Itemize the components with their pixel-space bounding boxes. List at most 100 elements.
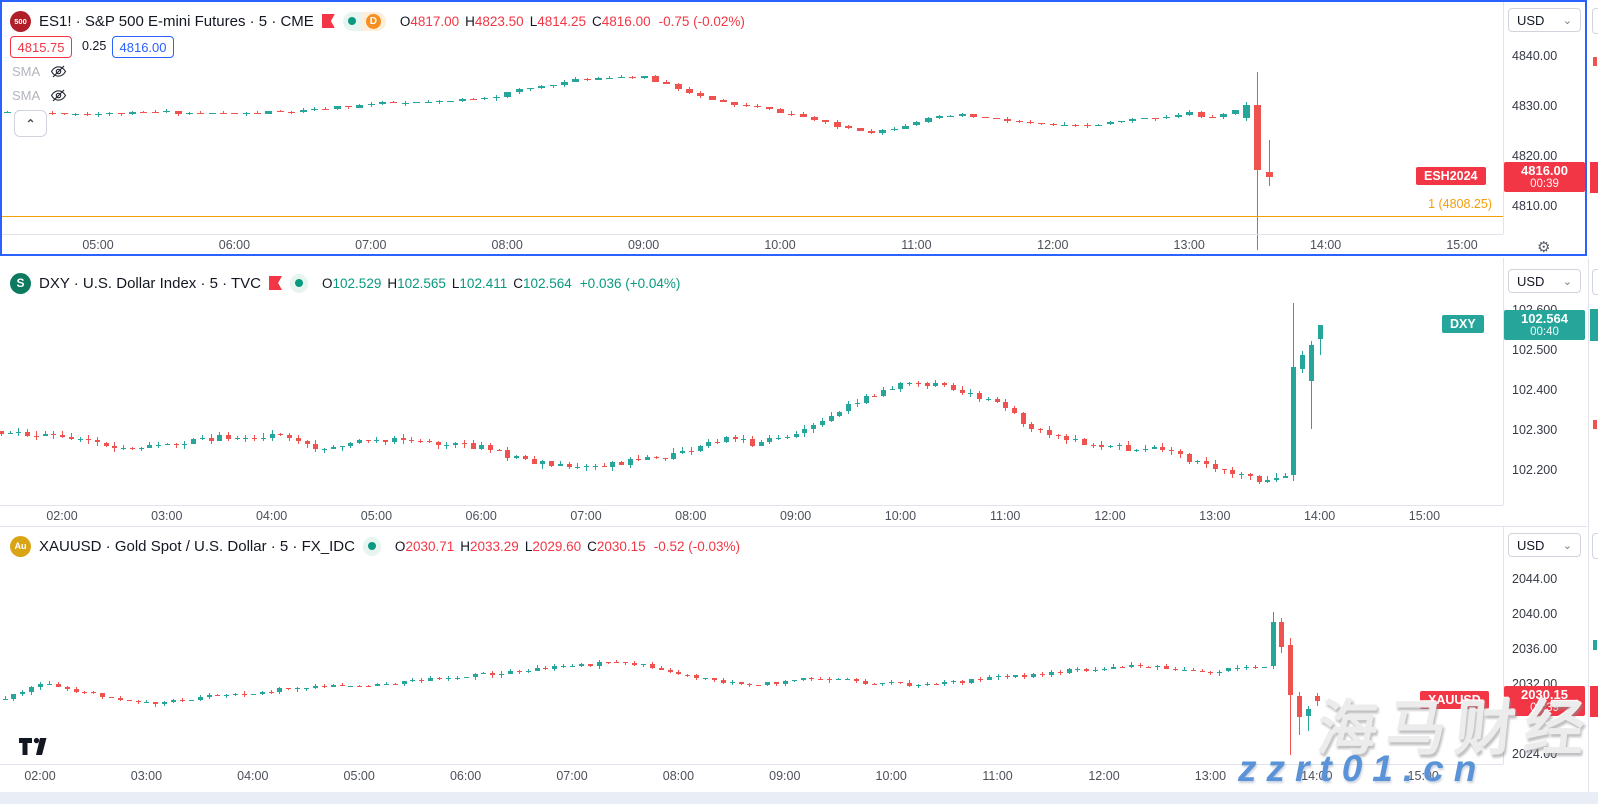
- candle-wick: [342, 445, 343, 451]
- dxy-symbol-title[interactable]: DXY · U.S. Dollar Index · 5 · TVC: [39, 274, 262, 292]
- dxy-currency-dropdown[interactable]: USD ⌄: [1508, 269, 1581, 293]
- es-symbol-title[interactable]: ES1! · S&P 500 E-mini Futures · 5 · CME: [39, 12, 314, 30]
- candle-wick: [7, 110, 8, 114]
- currency-label: USD: [1517, 537, 1545, 553]
- price-tick-label: 4840.00: [1512, 49, 1558, 63]
- candle-body: [65, 686, 70, 690]
- candle-wick: [723, 99, 724, 103]
- flag-icon[interactable]: [321, 14, 335, 28]
- candle-body: [402, 102, 409, 104]
- candle-wick: [1224, 468, 1225, 475]
- candle-body: [331, 447, 336, 449]
- candle-wick: [905, 124, 906, 130]
- time-tick-label: 15:00: [1407, 769, 1439, 783]
- collapse-legend-button[interactable]: ⌃: [14, 110, 47, 137]
- candle-wick: [586, 464, 587, 471]
- xauusd-market-status-pill[interactable]: [362, 536, 381, 556]
- candle-wick: [882, 129, 883, 135]
- candle-body: [1155, 666, 1160, 668]
- es-currency-dropdown[interactable]: USD ⌄: [1508, 8, 1581, 32]
- candle-body: [1117, 444, 1122, 446]
- flag-icon[interactable]: [269, 276, 283, 290]
- candle-body: [1095, 124, 1102, 126]
- candle-wick: [120, 695, 121, 702]
- candle-wick: [254, 434, 255, 441]
- candle-body: [1056, 435, 1061, 437]
- es-indicator-sma-1[interactable]: SMA: [12, 64, 67, 79]
- es-market-status-pill[interactable]: D: [342, 11, 386, 31]
- candle-body: [446, 677, 451, 679]
- candle-body: [1111, 666, 1116, 670]
- candle-wick: [405, 101, 406, 106]
- candle-body: [1082, 439, 1087, 445]
- candle-wick: [1269, 139, 1270, 186]
- candle-wick: [1215, 460, 1216, 472]
- candle-wick: [988, 397, 989, 402]
- eye-slash-icon[interactable]: [50, 88, 67, 103]
- es-sell-button[interactable]: 4815.75: [10, 36, 72, 58]
- candle-body: [427, 441, 432, 443]
- candle-body: [1138, 664, 1143, 667]
- time-tick-label: 14:00: [1309, 238, 1342, 252]
- candle-wick: [280, 109, 281, 112]
- candle-wick: [484, 97, 485, 101]
- candle-body: [978, 679, 983, 681]
- xauusd-currency-dropdown[interactable]: USD ⌄: [1508, 533, 1581, 557]
- candle-wick: [1157, 665, 1158, 670]
- candle-wick: [758, 684, 759, 686]
- candle-wick: [769, 434, 770, 445]
- candle-body: [750, 438, 755, 446]
- candle-body: [1099, 445, 1104, 447]
- bar-countdown: 00:39: [1530, 702, 1559, 715]
- xauusd-symbol-title[interactable]: XAUUSD · Gold Spot / U.S. Dollar · 5 · F…: [39, 537, 355, 555]
- candle-body: [1200, 670, 1205, 673]
- xauusd-price-axis-separator: [1503, 527, 1504, 764]
- candle-body: [508, 671, 513, 674]
- candle-body: [765, 682, 770, 686]
- candle-wick: [665, 457, 666, 462]
- candle-wick: [1113, 663, 1114, 670]
- candle-wick: [359, 684, 360, 688]
- candle-wick: [1202, 669, 1203, 673]
- es-indicator-sma-2[interactable]: SMA: [12, 88, 67, 103]
- candle-body: [1040, 674, 1045, 675]
- candle-wick: [985, 117, 986, 119]
- es-buy-button[interactable]: 4816.00: [112, 36, 174, 58]
- candle-wick: [1206, 457, 1207, 469]
- candle-wick: [916, 121, 917, 126]
- tradingview-logo-icon[interactable]: [18, 736, 52, 762]
- dxy-market-status-pill[interactable]: [290, 273, 309, 293]
- candle-wick: [1197, 460, 1198, 464]
- candle-wick: [883, 387, 884, 397]
- time-tick-label: 14:00: [1301, 769, 1333, 783]
- candle-wick: [226, 694, 227, 698]
- candle-body: [464, 677, 469, 679]
- time-tick-label: 03:00: [130, 769, 163, 783]
- candle-wick: [219, 431, 220, 441]
- candle-body: [56, 683, 61, 687]
- candle-wick: [1121, 120, 1122, 124]
- candle-wick: [64, 112, 65, 115]
- candle-wick: [253, 693, 254, 696]
- time-axis-settings-gear-icon[interactable]: ⚙: [1537, 239, 1551, 256]
- candle-wick: [191, 699, 192, 701]
- time-tick-label: 15:00: [1408, 509, 1441, 523]
- candle-body: [34, 435, 39, 437]
- candle-body: [231, 113, 238, 115]
- candle-wick: [315, 440, 316, 452]
- candle-body: [925, 383, 930, 387]
- time-tick-label: 04:00: [237, 769, 269, 783]
- eye-slash-icon[interactable]: [50, 64, 67, 79]
- candle-wick: [217, 693, 218, 696]
- candle-body: [1134, 450, 1139, 452]
- candle-body: [1163, 116, 1170, 119]
- candle-body: [776, 437, 781, 439]
- candle-body: [767, 438, 772, 443]
- candle-body: [619, 462, 624, 465]
- candle-body: [697, 93, 704, 97]
- candle-body: [481, 672, 486, 674]
- es-position-line-label[interactable]: 1 (4808.25): [1428, 196, 1492, 211]
- candle-wick: [973, 113, 974, 118]
- candle-body: [777, 109, 784, 114]
- time-tick-label: 07:00: [570, 509, 602, 523]
